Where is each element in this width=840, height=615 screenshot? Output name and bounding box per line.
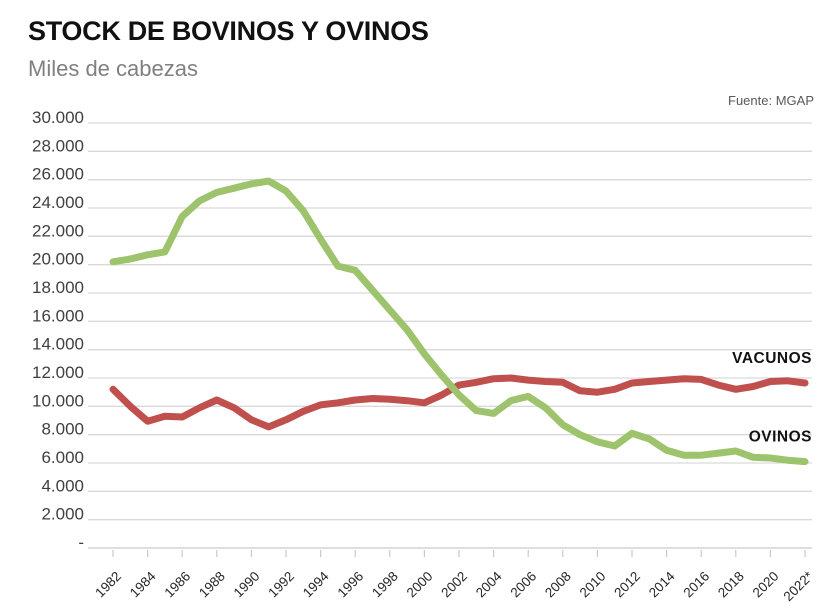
y-axis-tick-label: 6.000 <box>41 448 84 467</box>
y-axis-tick-label: 4.000 <box>41 476 84 495</box>
x-axis-tick-label: 1986 <box>161 569 193 601</box>
y-axis-tick-label: 18.000 <box>32 278 84 297</box>
vacunos-series-label: VACUNOS <box>732 350 812 367</box>
y-axis-tick-label: 8.000 <box>41 420 84 439</box>
y-axis-tick-label: - <box>78 533 84 552</box>
y-axis-tick-label: 28.000 <box>32 136 84 155</box>
x-axis-tick-label: 2016 <box>680 569 712 601</box>
chart-title: STOCK DE BOVINOS Y OVINOS <box>28 16 429 46</box>
x-axis-tick-label: 2002 <box>438 569 470 601</box>
ovinos-series-label: OVINOS <box>749 429 812 446</box>
x-axis-tick-label: 2020 <box>750 569 782 601</box>
y-axis-tick-label: 26.000 <box>32 165 84 184</box>
x-axis-tick-label: 2008 <box>542 569 574 601</box>
x-axis-tick-label: 1996 <box>334 569 366 601</box>
x-axis-tick-label: 2004 <box>473 568 505 600</box>
x-axis-tick-label: 1992 <box>265 569 297 601</box>
x-axis-tick-label: 1998 <box>369 569 401 601</box>
x-axis-tick-label: 1994 <box>300 568 332 600</box>
x-axis-tick-label: 2000 <box>404 569 436 601</box>
x-axis-tick-label: 1990 <box>231 569 263 601</box>
x-axis-tick-label: 2006 <box>507 569 539 601</box>
source-label: Fuente: MGAP <box>728 93 814 108</box>
x-axis-tick-label: 2018 <box>715 569 747 601</box>
y-axis-tick-label: 2.000 <box>41 505 84 524</box>
x-axis-tick-label: 2012 <box>611 569 643 601</box>
x-axis-tick-label: 2014 <box>646 568 678 600</box>
y-axis-tick-label: 20.000 <box>32 250 84 269</box>
y-axis-tick-label: 16.000 <box>32 306 84 325</box>
vacunos-line <box>109 374 809 431</box>
y-axis-tick-label: 10.000 <box>32 391 84 410</box>
y-axis-tick-label: 30.000 <box>32 108 84 127</box>
y-axis-tick-label: 12.000 <box>32 363 84 382</box>
x-axis-tick-label: 2022* <box>781 568 817 604</box>
x-axis-tick-label: 1982 <box>92 569 124 601</box>
ovinos-line <box>109 177 809 466</box>
chart-subtitle: Miles de cabezas <box>28 56 198 81</box>
y-axis-tick-label: 22.000 <box>32 221 84 240</box>
x-axis-tick-label: 1984 <box>127 568 159 600</box>
y-axis-tick-label: 14.000 <box>32 335 84 354</box>
x-axis-tick-label: 2010 <box>577 569 609 601</box>
y-axis-tick-label: 24.000 <box>32 193 84 212</box>
x-axis-tick-label: 1988 <box>196 569 228 601</box>
